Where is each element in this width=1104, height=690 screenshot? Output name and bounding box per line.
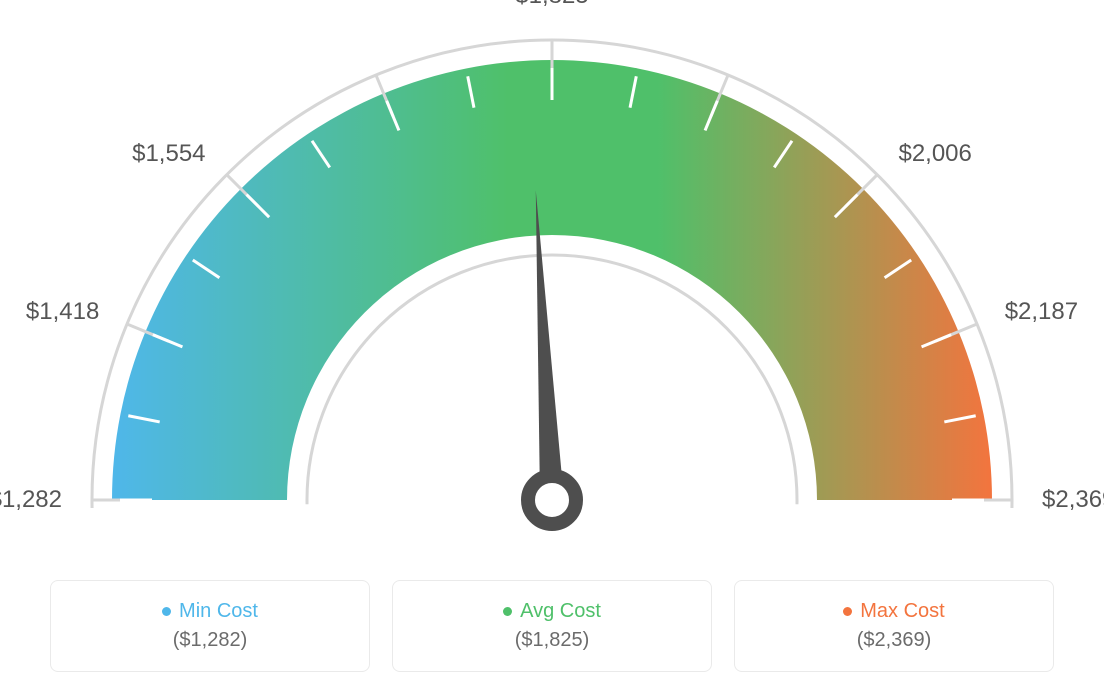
legend-row: Min Cost ($1,282) Avg Cost ($1,825) Max …	[0, 580, 1104, 672]
legend-max-label: Max Cost	[860, 600, 944, 623]
gauge-tick-label: $2,006	[898, 140, 971, 168]
dot-min	[162, 607, 171, 616]
legend-max-top: Max Cost	[843, 600, 944, 623]
dot-avg	[503, 607, 512, 616]
gauge-tick-label: $2,187	[1005, 298, 1078, 326]
legend-min-value: ($1,282)	[173, 629, 248, 652]
legend-avg-label: Avg Cost	[520, 600, 601, 623]
dot-max	[843, 607, 852, 616]
legend-avg-top: Avg Cost	[503, 600, 601, 623]
chart-container: $1,282 $1,418 $1,554 $1,825 $2,006 $2,187 $2,3…	[0, 0, 1104, 690]
gauge-svg	[0, 0, 1104, 560]
gauge-tick-label: $1,825	[515, 0, 588, 10]
legend-card-max: Max Cost ($2,369)	[734, 580, 1054, 672]
legend-card-min: Min Cost ($1,282)	[50, 580, 370, 672]
legend-min-label: Min Cost	[179, 600, 258, 623]
gauge-tick-label: $1,282	[0, 486, 62, 514]
gauge-tick-label: $1,418	[26, 298, 99, 326]
legend-max-value: ($2,369)	[857, 629, 932, 652]
gauge-tick-label: $2,369	[1042, 486, 1104, 514]
legend-avg-value: ($1,825)	[515, 629, 590, 652]
gauge-chart: $1,282 $1,418 $1,554 $1,825 $2,006 $2,187 $2,3…	[0, 0, 1104, 560]
legend-min-top: Min Cost	[162, 600, 258, 623]
gauge-tick-label: $1,554	[132, 140, 205, 168]
legend-card-avg: Avg Cost ($1,825)	[392, 580, 712, 672]
